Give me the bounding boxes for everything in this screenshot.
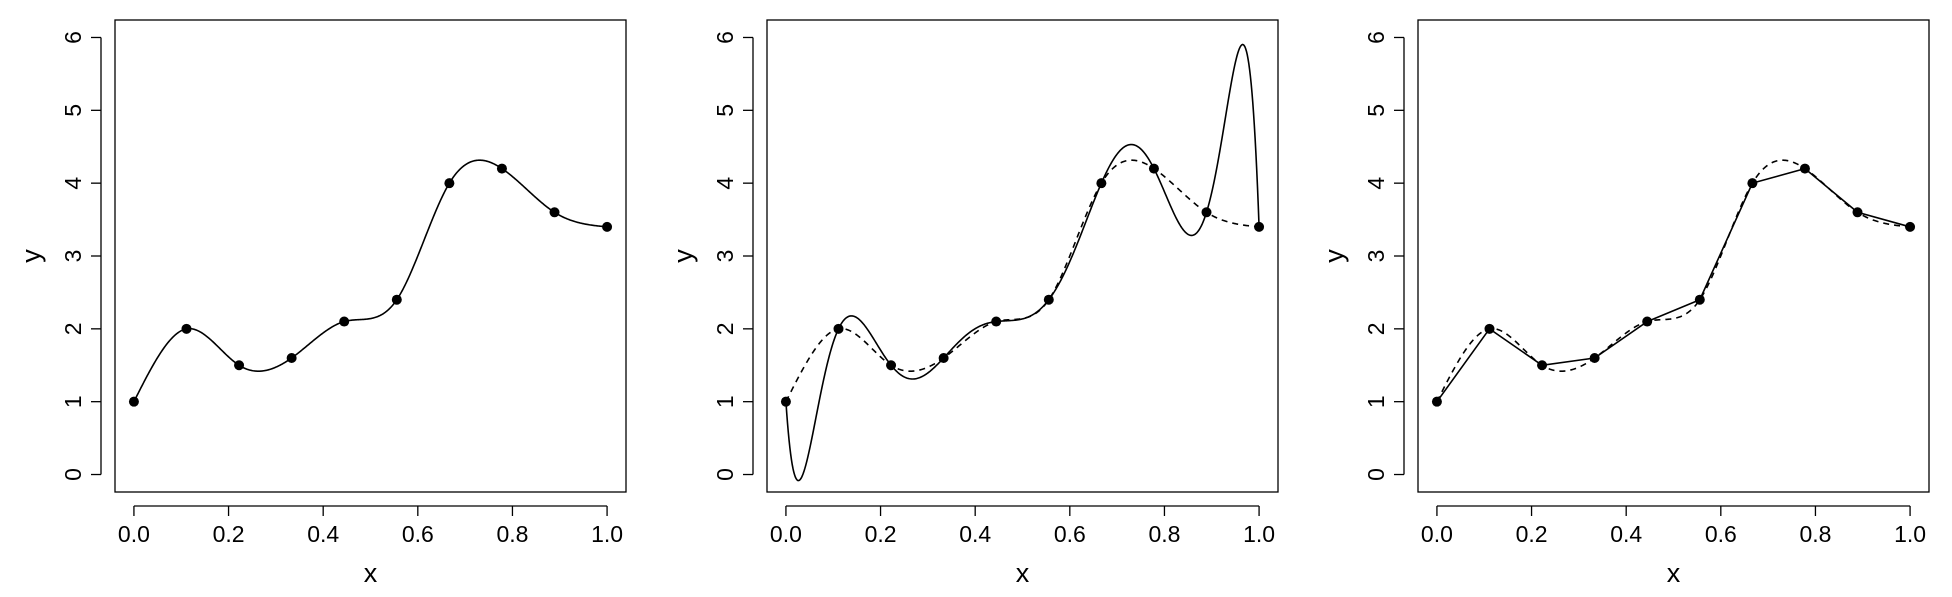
data-point	[444, 178, 455, 189]
x-axis-label: x	[1016, 558, 1030, 588]
x-tick-label: 1.0	[1243, 521, 1275, 547]
data-point	[1096, 178, 1107, 189]
data-point	[1201, 207, 1212, 218]
plot-frame	[766, 19, 1279, 493]
x-tick-label: 0.8	[1799, 521, 1831, 547]
data-point	[602, 221, 613, 232]
data-point	[1431, 396, 1442, 407]
data-point	[1589, 352, 1600, 363]
y-tick-label: 3	[60, 250, 86, 263]
data-point	[1148, 163, 1159, 174]
y-tick-label: 5	[1363, 104, 1389, 117]
series-line-dashed-smooth-spline	[785, 159, 1260, 403]
x-tick-label: 0.8	[1148, 521, 1180, 547]
series-line-solid-interpolating-polynomial	[785, 43, 1260, 482]
chart-panel-left: 0.0 0.2 0.4 0.6 0.8 1.0 x 0 1 2 3 4 5 6 y	[16, 19, 627, 588]
data-point	[1642, 316, 1653, 327]
y-tick-label: 4	[60, 177, 86, 190]
x-tick-label: 0.0	[1421, 521, 1453, 547]
y-tick-label: 4	[1363, 177, 1389, 190]
y-axis-label: y	[16, 249, 46, 263]
x-tick-label: 0.8	[496, 521, 528, 547]
x-tick-label: 0.6	[402, 521, 434, 547]
x-tick-label: 1.0	[591, 521, 623, 547]
y-tick-label: 4	[712, 177, 738, 190]
x-tick-label: 0.0	[770, 521, 802, 547]
x-tick-label: 0.6	[1705, 521, 1737, 547]
data-point	[1799, 163, 1810, 174]
data-point	[991, 316, 1002, 327]
y-tick-label: 1	[60, 395, 86, 408]
data-point	[1852, 207, 1863, 218]
data-point	[181, 323, 192, 334]
y-tick-label: 2	[1363, 322, 1389, 335]
plot-frame	[114, 19, 627, 493]
data-point	[234, 360, 245, 371]
data-point	[886, 360, 897, 371]
data-point	[833, 323, 844, 334]
y-tick-label: 1	[1363, 395, 1389, 408]
data-point	[339, 316, 350, 327]
data-point	[391, 294, 402, 305]
data-point	[1694, 294, 1705, 305]
y-axis-label: y	[668, 249, 698, 263]
y-axis-label: y	[1319, 249, 1349, 263]
plot-frame	[1417, 19, 1930, 493]
y-tick-label: 1	[712, 395, 738, 408]
data-point	[938, 352, 949, 363]
data-point	[1043, 294, 1054, 305]
y-tick-label: 6	[60, 31, 86, 44]
x-tick-label: 0.2	[213, 521, 245, 547]
data-point	[780, 396, 791, 407]
y-tick-label: 6	[712, 31, 738, 44]
data-point	[496, 163, 507, 174]
x-axis-label: x	[364, 558, 378, 588]
x-tick-label: 0.2	[865, 521, 897, 547]
data-point	[1537, 360, 1548, 371]
data-point	[1484, 323, 1495, 334]
y-tick-label: 0	[712, 468, 738, 481]
series-line-solid-smooth-spline	[133, 159, 608, 403]
x-tick-label: 0.0	[118, 521, 150, 547]
y-tick-label: 5	[60, 104, 86, 117]
x-tick-label: 0.4	[307, 521, 339, 547]
x-tick-label: 1.0	[1894, 521, 1926, 547]
y-tick-label: 3	[712, 250, 738, 263]
y-tick-label: 3	[1363, 250, 1389, 263]
y-tick-label: 6	[1363, 31, 1389, 44]
y-tick-label: 0	[1363, 468, 1389, 481]
data-point	[1747, 178, 1758, 189]
x-tick-label: 0.6	[1054, 521, 1086, 547]
chart-panel-middle: 0.0 0.2 0.4 0.6 0.8 1.0 x 0 1 2 3 4 5 6 y	[668, 19, 1279, 588]
y-tick-label: 2	[60, 322, 86, 335]
data-point	[1254, 221, 1265, 232]
y-tick-label: 5	[712, 104, 738, 117]
x-axis-label: x	[1667, 558, 1681, 588]
y-tick-label: 2	[712, 322, 738, 335]
x-tick-label: 0.4	[959, 521, 991, 547]
data-point	[128, 396, 139, 407]
data-point	[1905, 221, 1916, 232]
y-tick-label: 0	[60, 468, 86, 481]
data-point	[549, 207, 560, 218]
x-tick-label: 0.2	[1516, 521, 1548, 547]
x-tick-label: 0.4	[1610, 521, 1642, 547]
series-line-solid-piecewise-linear	[1436, 167, 1911, 403]
chart-panel-right: 0.0 0.2 0.4 0.6 0.8 1.0 x 0 1 2 3 4 5 6 y	[1319, 19, 1930, 588]
data-point	[286, 352, 297, 363]
